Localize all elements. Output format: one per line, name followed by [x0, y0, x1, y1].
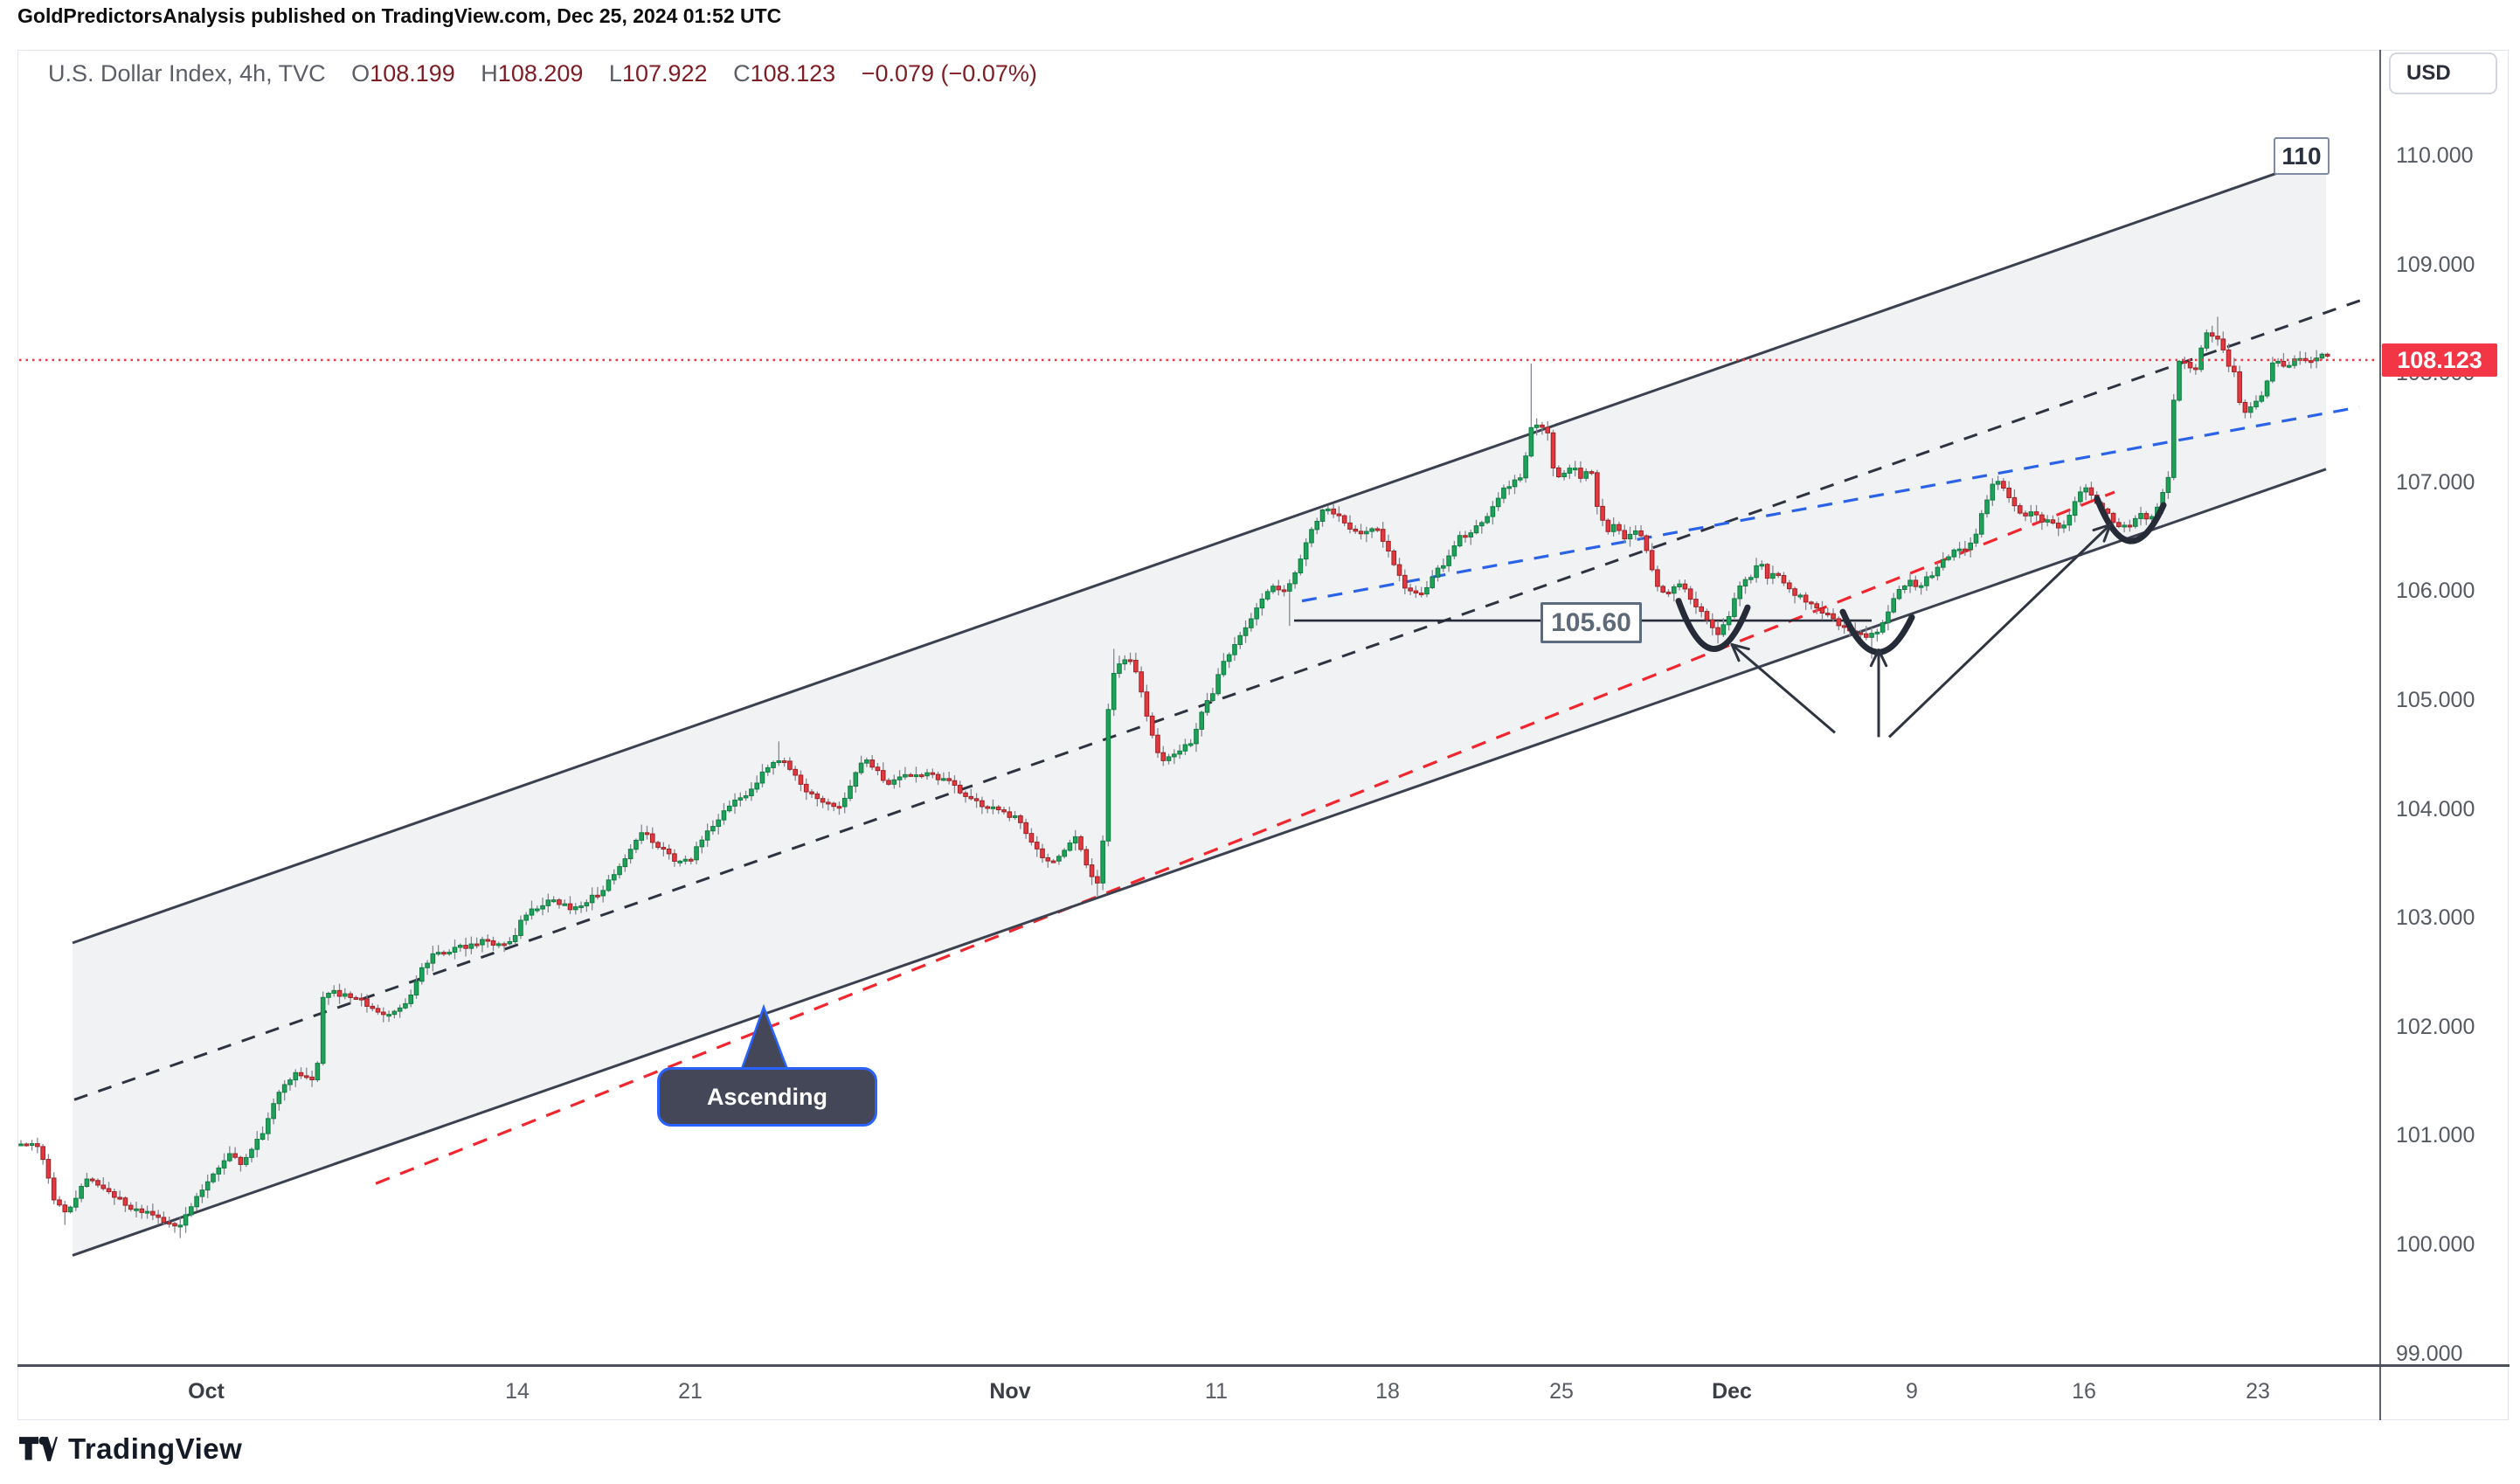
open-label: O: [351, 60, 370, 87]
price-tick: 110.000: [2396, 143, 2474, 168]
publish-attribution-line: GoldPredictorsAnalysis published on Trad…: [17, 4, 782, 27]
time-tick: 21: [678, 1379, 703, 1404]
price-tick: 101.000: [2396, 1123, 2475, 1148]
price-tick: 109.000: [2396, 252, 2475, 277]
price-tick: 105.000: [2396, 688, 2475, 712]
chart-panel-frame: [17, 50, 2509, 1420]
high-label: H: [481, 60, 498, 87]
price-tick: 99.000: [2396, 1341, 2463, 1366]
time-tick: Oct: [188, 1379, 225, 1404]
symbol-title: U.S. Dollar Index, 4h, TVC: [48, 60, 326, 87]
time-tick: Nov: [989, 1379, 1031, 1404]
channel-target-label[interactable]: 110: [2274, 137, 2330, 175]
high-value: 108.209: [497, 60, 584, 87]
low-value: 107.922: [621, 60, 708, 87]
price-tick: 104.000: [2396, 796, 2475, 822]
tradingview-wordmark: TradingView: [68, 1432, 243, 1465]
change-value: −0.079 (−0.07%): [861, 60, 1037, 87]
support-level-label[interactable]: 105.60: [1540, 602, 1642, 643]
price-axis-separator[interactable]: [2379, 50, 2381, 1420]
price-tick: 100.000: [2396, 1232, 2475, 1257]
open-value: 108.199: [370, 60, 455, 87]
currency-toggle-button[interactable]: USD: [2389, 52, 2497, 94]
time-tick: 23: [2246, 1379, 2270, 1404]
tradingview-logo-icon: [19, 1436, 58, 1461]
low-label: L: [608, 60, 622, 87]
time-tick: 25: [1549, 1379, 1574, 1404]
current-price-badge: 108.123: [2382, 343, 2497, 377]
time-tick: 11: [1205, 1379, 1228, 1404]
price-tick: 107.000: [2396, 469, 2475, 495]
symbol-legend: U.S. Dollar Index, 4h, TVC O108.199 H108…: [48, 60, 1037, 87]
price-axis[interactable]: 110.000109.000108.000107.000106.000105.0…: [2396, 0, 2510, 1484]
close-value: 108.123: [750, 60, 836, 87]
time-tick: 14: [505, 1379, 530, 1404]
time-tick: 9: [1906, 1379, 1918, 1404]
price-tick: 103.000: [2396, 905, 2475, 931]
time-tick: 16: [2072, 1379, 2096, 1404]
close-label: C: [733, 60, 751, 87]
tradingview-footer-link[interactable]: TradingView: [19, 1432, 242, 1466]
ascending-channel-callout[interactable]: Ascending Channel: [657, 1067, 877, 1164]
time-tick: 18: [1375, 1379, 1400, 1404]
time-axis-border: [17, 1364, 2510, 1367]
time-tick: Dec: [1712, 1379, 1752, 1404]
price-tick: 102.000: [2396, 1014, 2475, 1039]
time-axis[interactable]: Oct 14 21 Nov 11 18 25 Dec 9 16 23: [0, 1379, 2520, 1409]
price-tick: 106.000: [2396, 579, 2475, 604]
